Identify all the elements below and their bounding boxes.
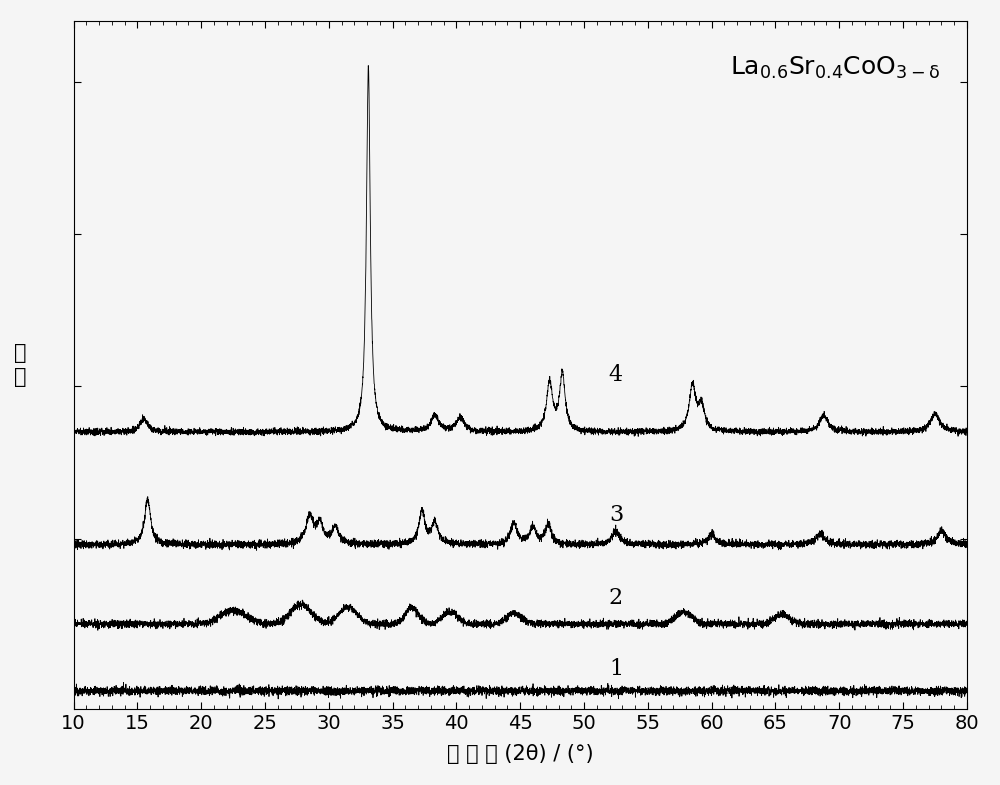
Text: 4: 4	[609, 364, 623, 386]
Text: 3: 3	[609, 505, 623, 527]
Text: 2: 2	[609, 586, 623, 608]
Text: 1: 1	[609, 659, 623, 681]
Text: $\rm La_{0.6}Sr_{0.4}CoO_{3-\delta}$: $\rm La_{0.6}Sr_{0.4}CoO_{3-\delta}$	[730, 55, 940, 82]
Text: 强
度: 强 度	[14, 343, 26, 387]
X-axis label: 衍 射 角 (2θ) / (°): 衍 射 角 (2θ) / (°)	[447, 744, 594, 764]
